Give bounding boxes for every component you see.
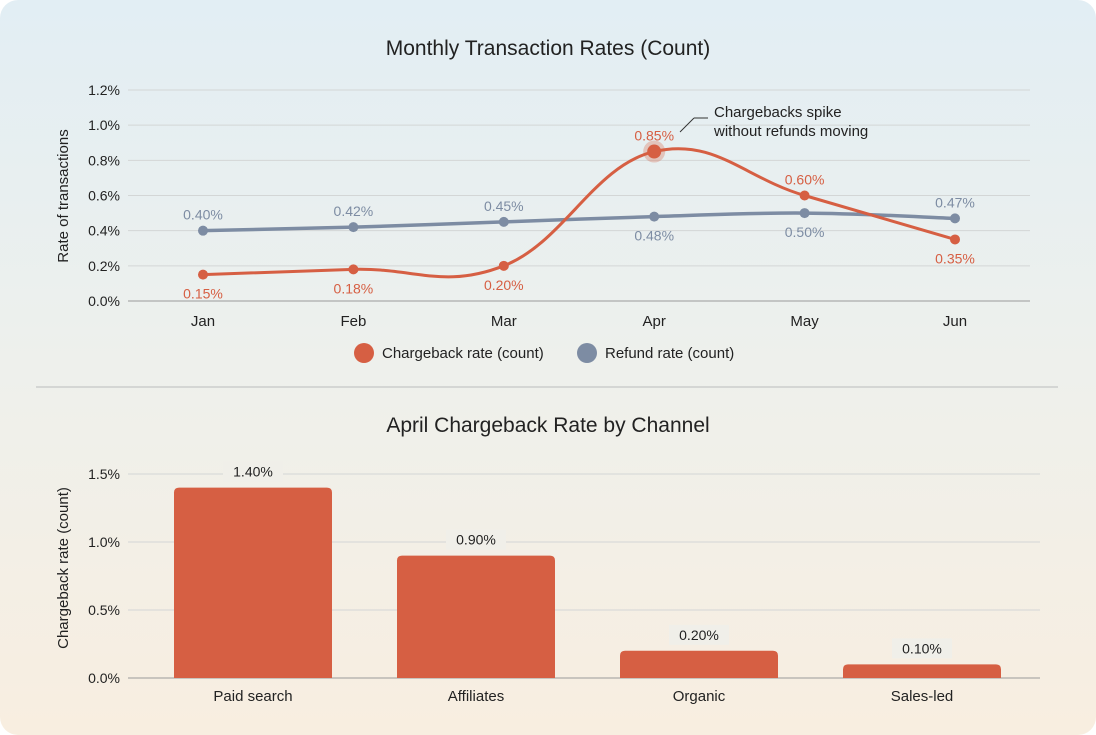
bar-ytick-label: 0.5%	[88, 602, 120, 618]
line-chart-ylabel: Rate of transactions	[55, 129, 72, 262]
line-ytick-label: 0.2%	[88, 258, 120, 274]
chargeback-data-label: 0.85%	[634, 128, 674, 144]
line-ytick-label: 0.8%	[88, 152, 120, 168]
bar-data-label: 0.20%	[679, 627, 719, 643]
chargeback-point	[647, 144, 662, 159]
chargeback-data-label: 0.15%	[183, 286, 223, 302]
bar-ytick-label: 1.0%	[88, 534, 120, 550]
legend-refund-marker	[577, 343, 597, 363]
refund-point	[498, 216, 509, 227]
annotation-line1: Chargebacks spike	[714, 104, 842, 121]
annotation-leader	[679, 117, 695, 133]
bar-data-label: 1.40%	[233, 464, 273, 480]
chargeback-point	[498, 260, 509, 271]
refund-point	[799, 208, 810, 219]
line-xtick-label: Jan	[191, 313, 215, 330]
bar-label-bg	[892, 638, 952, 659]
refund-line	[202, 211, 956, 233]
refund-data-label: 0.48%	[634, 228, 674, 244]
line-ytick-label: 0.4%	[88, 223, 120, 239]
chargeback-point	[198, 269, 208, 280]
line-xtick-label: May	[790, 313, 819, 330]
bar-chart-ylabel: Chargeback rate (count)	[55, 487, 72, 649]
refund-point	[649, 211, 660, 222]
bar	[174, 487, 332, 678]
line-ytick-label: 0.0%	[88, 293, 120, 309]
bar-data-label: 0.90%	[456, 532, 496, 548]
line-ytick-label: 1.0%	[88, 117, 120, 133]
line-xtick-label: Mar	[491, 313, 517, 330]
bar-chart-title: April Chargeback Rate by Channel	[386, 414, 709, 437]
refund-data-label: 0.50%	[785, 224, 825, 240]
line-xtick-label: Apr	[643, 313, 666, 330]
line-ytick-label: 0.6%	[88, 188, 120, 204]
chargeback-data-label: 0.20%	[484, 277, 524, 293]
bar	[397, 555, 555, 678]
bar-ytick-label: 1.5%	[88, 466, 120, 482]
chargeback-point	[799, 190, 810, 201]
refund-point	[348, 222, 359, 233]
chargeback-data-label: 0.35%	[935, 250, 975, 266]
legend-chargeback-label: Chargeback rate (count)	[382, 345, 544, 362]
line-xtick-label: Jun	[943, 313, 967, 330]
line-xtick-label: Feb	[340, 313, 366, 330]
chargeback-data-label: 0.60%	[785, 172, 825, 188]
bar-label-bg	[669, 624, 729, 645]
refund-data-label: 0.40%	[183, 207, 223, 223]
legend: Chargeback rate (count) Refund rate (cou…	[354, 343, 734, 363]
bar-ytick-label: 0.0%	[88, 670, 120, 686]
bar	[620, 650, 778, 678]
chargeback-point	[950, 234, 960, 245]
refund-data-label: 0.47%	[935, 194, 975, 210]
bar-xtick-label: Paid search	[213, 688, 292, 705]
bar-label-bg	[446, 529, 506, 550]
bar-xtick-label: Sales-led	[891, 688, 954, 705]
refund-data-label: 0.42%	[334, 203, 374, 219]
bar	[843, 664, 1001, 678]
chargeback-data-label: 0.18%	[334, 280, 374, 296]
refund-point	[950, 213, 960, 224]
line-chart-title: Monthly Transaction Rates (Count)	[386, 37, 710, 60]
legend-chargeback-marker	[354, 343, 374, 363]
refund-point	[198, 225, 208, 236]
chargeback-point	[348, 264, 359, 275]
refund-data-label: 0.45%	[484, 198, 524, 214]
bar-xtick-label: Organic	[673, 688, 726, 705]
bar-xtick-label: Affiliates	[448, 688, 504, 705]
bar-label-bg	[223, 461, 283, 482]
chargeback-line	[202, 147, 956, 279]
line-ytick-label: 1.2%	[88, 82, 120, 98]
bar-data-label: 0.10%	[902, 640, 942, 656]
annotation-line2: without refunds moving	[713, 123, 868, 140]
legend-refund-label: Refund rate (count)	[605, 345, 734, 362]
